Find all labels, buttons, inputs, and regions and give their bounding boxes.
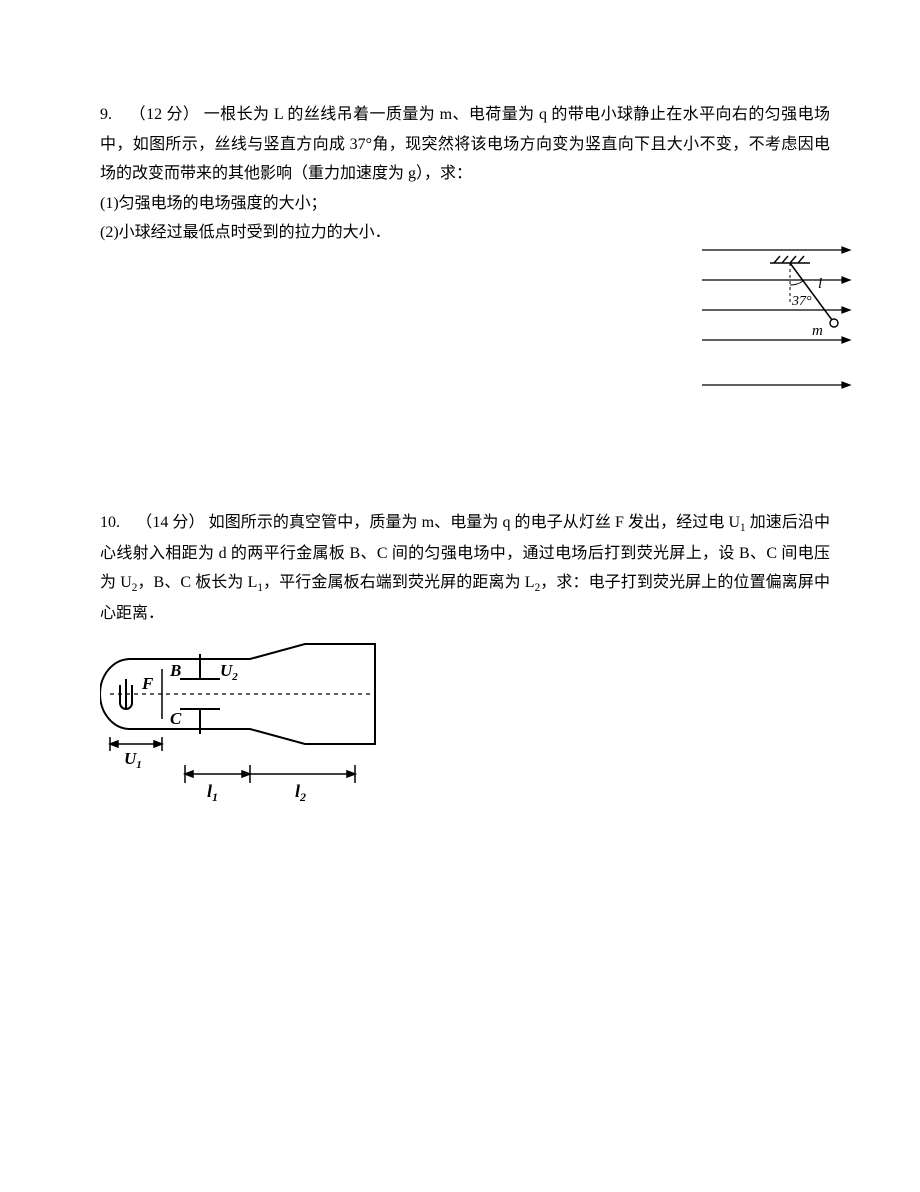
problem-points: （12 分） — [130, 106, 200, 123]
length-label: l — [818, 276, 822, 292]
label-l2: l2 — [295, 781, 306, 804]
problem-number: 9. — [100, 106, 112, 123]
angle-label: 37° — [791, 294, 812, 309]
mass-label: m — [812, 323, 823, 339]
label-U1: U1 — [124, 749, 142, 771]
label-U2: U2 — [220, 661, 238, 683]
problem-9: 9. （12 分） 一根长为 L 的丝线吊着一质量为 m、电荷量为 q 的带电小… — [100, 100, 830, 248]
problem-9-text: 9. （12 分） 一根长为 L 的丝线吊着一质量为 m、电荷量为 q 的带电小… — [100, 100, 830, 189]
problem-10-text: 10. （14 分） 如图所示的真空管中，质量为 m、电量为 q 的电子从灯丝 … — [100, 508, 830, 629]
figure-9-svg: 37° l m — [700, 235, 860, 395]
intro-c: ，B、C 板长为 L — [137, 574, 257, 591]
intro-a: 如图所示的真空管中，质量为 m、电量为 q 的电子从灯丝 F 发出，经过电 U — [209, 514, 740, 531]
label-C: C — [170, 709, 182, 728]
problem-number: 10. — [100, 514, 120, 531]
label-F: F — [141, 674, 154, 693]
problem-points: （14 分） — [136, 514, 204, 531]
problem-intro: 一根长为 L 的丝线吊着一质量为 m、电荷量为 q 的带电小球静止在水平向右的匀… — [100, 106, 830, 182]
figure-9: 37° l m — [700, 235, 860, 406]
figure-10-svg: F B C U2 U1 — [100, 639, 420, 809]
problem-9-sub1: (1)匀强电场的电场强度的大小； — [100, 189, 830, 219]
intro-d: ，平行金属板右端到荧光屏的距离为 L — [263, 574, 535, 591]
label-B: B — [169, 661, 181, 680]
label-l1: l1 — [207, 781, 218, 804]
problem-10: 10. （14 分） 如图所示的真空管中，质量为 m、电量为 q 的电子从灯丝 … — [100, 508, 830, 820]
figure-10: F B C U2 U1 — [100, 639, 830, 820]
